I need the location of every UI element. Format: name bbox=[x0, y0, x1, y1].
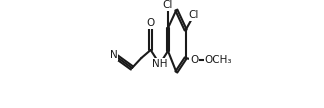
Text: N: N bbox=[110, 50, 118, 60]
Text: Cl: Cl bbox=[189, 10, 199, 20]
Text: Cl: Cl bbox=[163, 0, 173, 10]
Text: OCH₃: OCH₃ bbox=[205, 55, 232, 65]
Text: NH: NH bbox=[152, 59, 168, 69]
Text: O: O bbox=[146, 18, 155, 28]
Text: O: O bbox=[190, 55, 198, 65]
